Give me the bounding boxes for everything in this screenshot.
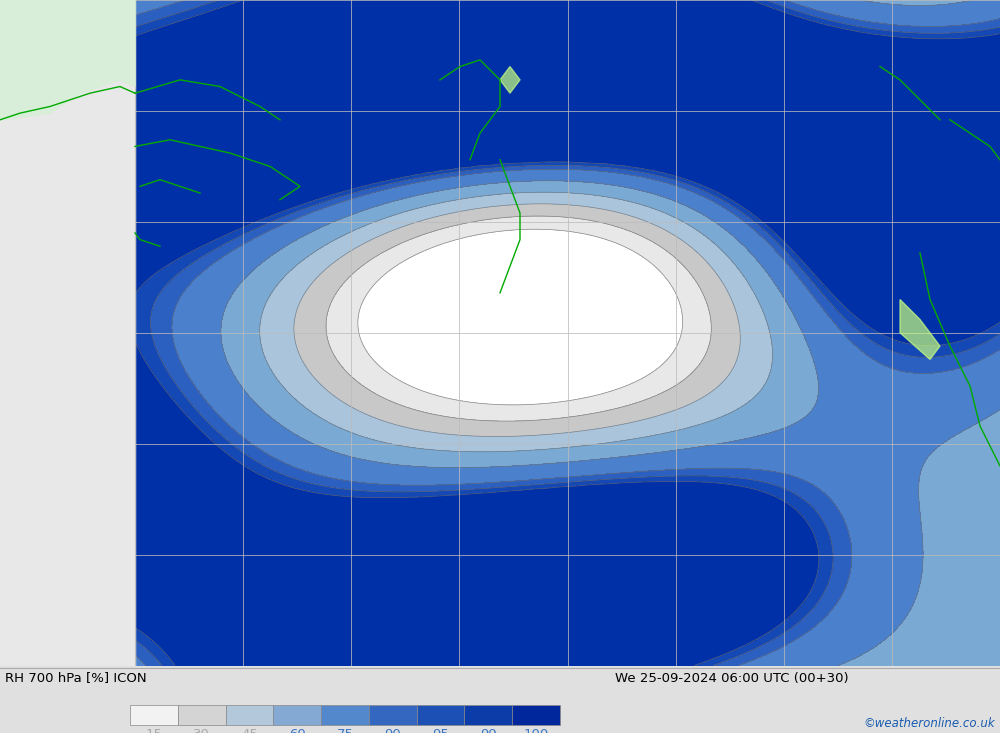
Text: 95: 95	[432, 728, 449, 733]
Bar	[321, 705, 369, 725]
Polygon shape	[0, 0, 135, 666]
Text: 45: 45	[241, 728, 258, 733]
Text: 100: 100	[523, 728, 549, 733]
Text: ©weatheronline.co.uk: ©weatheronline.co.uk	[863, 717, 995, 730]
Bar	[512, 705, 560, 725]
Bar	[464, 705, 512, 725]
Bar	[417, 705, 464, 725]
Polygon shape	[900, 300, 940, 359]
Text: 60: 60	[289, 728, 306, 733]
Text: 30: 30	[193, 728, 210, 733]
Text: 75: 75	[336, 728, 354, 733]
Bar	[178, 705, 226, 725]
Text: We 25-09-2024 06:00 UTC (00+30): We 25-09-2024 06:00 UTC (00+30)	[615, 671, 849, 685]
Bar	[369, 705, 417, 725]
Text: RH 700 hPa [%] ICON: RH 700 hPa [%] ICON	[5, 671, 147, 685]
Text: 99: 99	[480, 728, 497, 733]
Bar	[130, 705, 178, 725]
Polygon shape	[500, 67, 520, 93]
Bar	[273, 705, 321, 725]
Text: 90: 90	[384, 728, 401, 733]
Bar	[226, 705, 273, 725]
Text: 15: 15	[145, 728, 162, 733]
Polygon shape	[0, 0, 135, 119]
